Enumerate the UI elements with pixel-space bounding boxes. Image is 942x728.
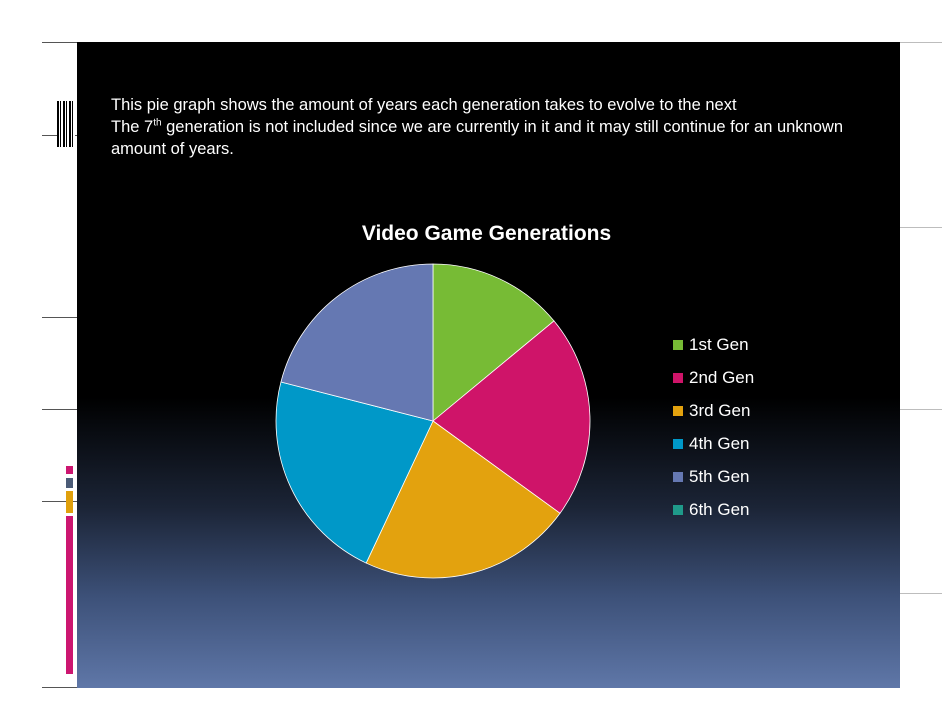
legend-item: 6th Gen (673, 493, 754, 526)
legend-label: 3rd Gen (689, 400, 751, 420)
intro-line-1: This pie graph shows the amount of years… (111, 96, 737, 114)
pie-slice-2nd-gen (432, 320, 591, 514)
legend-item: 4th Gen (673, 427, 754, 460)
intro-line-2-post: generation is not included since we are … (111, 118, 844, 158)
accent-bar-orange (66, 491, 73, 513)
pie-slice-5th-gen (280, 263, 434, 422)
accent-bar-slate (66, 478, 73, 488)
legend-label: 1st Gen (689, 334, 749, 354)
intro-line-2-sup: th (153, 117, 162, 129)
intro-text: This pie graph shows the amount of years… (111, 94, 891, 160)
barcode-mark (57, 101, 75, 147)
legend-item: 1st Gen (673, 328, 754, 361)
guide-line (900, 409, 942, 410)
chart-title: Video Game Generations (361, 222, 612, 245)
pie-slice-1st-gen (432, 263, 555, 422)
guide-line (900, 593, 942, 594)
guide-line (42, 317, 78, 318)
legend-swatch (673, 405, 683, 416)
intro-line-2-pre: The 7 (111, 118, 154, 136)
accent-bar-pink (66, 516, 73, 674)
legend-label: 6th Gen (689, 499, 750, 519)
legend-swatch (673, 471, 683, 482)
accent-bar-pink-small (66, 466, 73, 474)
legend-label: 4th Gen (689, 433, 750, 453)
legend-swatch (673, 372, 683, 383)
legend-item: 3rd Gen (673, 394, 754, 427)
guide-line (900, 227, 942, 228)
chart-legend: 1st Gen 2nd Gen 3rd Gen 4th Gen 5th Gen 6th G… (673, 328, 754, 526)
pie-slice-4th-gen (275, 381, 434, 564)
legend-item: 5th Gen (673, 460, 754, 493)
legend-item: 2nd Gen (673, 361, 754, 394)
legend-label: 2nd Gen (689, 367, 755, 387)
guide-line (42, 501, 78, 502)
legend-swatch (673, 438, 683, 449)
guide-line (42, 42, 78, 43)
pie-chart (275, 263, 591, 579)
legend-swatch (673, 504, 683, 515)
guide-line (42, 409, 78, 410)
intro-line-2: The 7th generation is not included since… (111, 116, 891, 160)
legend-label: 5th Gen (689, 466, 750, 486)
legend-swatch (673, 339, 683, 350)
guide-line (900, 42, 942, 43)
slide: This pie graph shows the amount of years… (77, 42, 900, 688)
guide-line (42, 687, 78, 688)
